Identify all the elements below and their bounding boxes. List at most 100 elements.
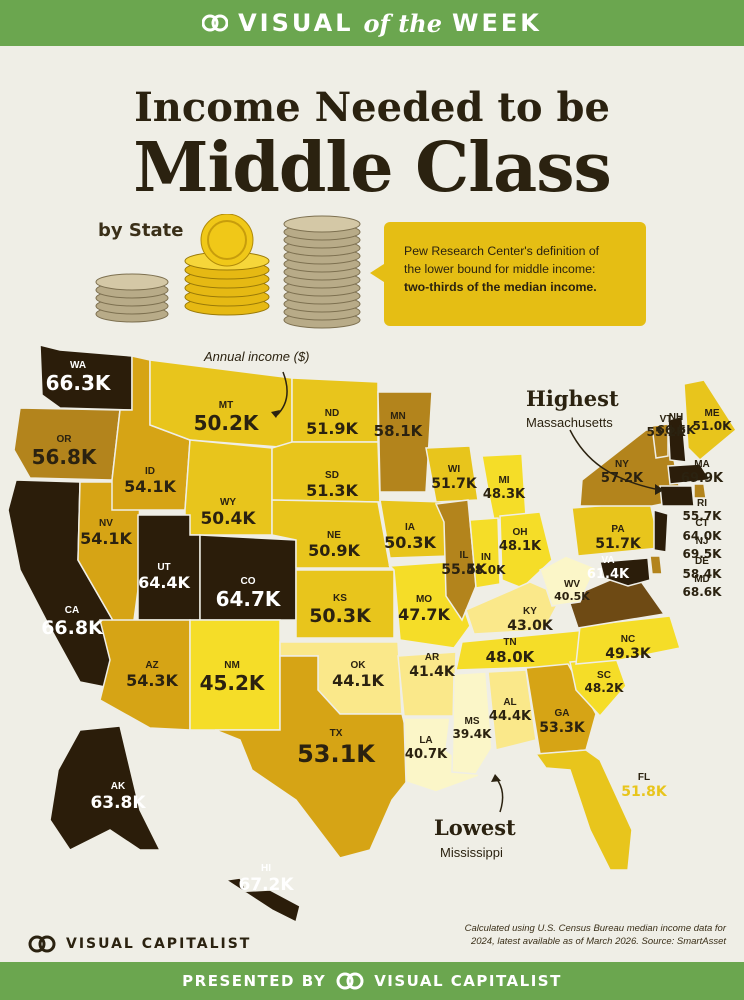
state-wv [539,555,598,607]
state-abbr-mi: MI [498,475,509,486]
highest-label: Highest [526,386,619,411]
state-ct [659,485,695,507]
state-abbr-ms: MS [465,716,480,727]
highest-arrowhead [655,484,664,495]
top-banner: VISUAL of the WEEK [0,0,744,46]
state-abbr-me: ME [705,408,720,419]
state-abbr-ct: CT [695,518,708,529]
state-value-ct: 64.0K [683,529,723,543]
state-abbr-nm: NM [224,660,240,671]
state-value-wy: 50.4K [200,509,256,529]
state-value-va: 61.4K [587,567,630,582]
state-abbr-mt: MT [219,400,233,411]
state-value-al: 44.4K [489,709,532,724]
state-value-me: 51.0K [693,419,733,433]
state-fl [534,749,633,871]
state-value-ga: 53.3K [539,720,586,736]
state-value-wi: 51.7K [431,476,478,492]
annual-income-arrow [275,371,288,417]
state-abbr-ok: OK [351,660,367,671]
state-value-wa: 66.3K [46,371,112,395]
state-abbr-ne: NE [327,530,341,541]
state-md [599,557,651,587]
coin-stack-tall [283,215,361,329]
state-wi [425,445,479,503]
state-value-sd: 51.3K [306,481,358,500]
state-abbr-al: AL [503,697,516,708]
state-value-mo: 47.7K [398,605,450,624]
title-line-2: Middle Class [133,128,612,208]
lowest-arrowhead [491,774,501,782]
highest-arrow [569,429,661,491]
state-value-mt: 50.2K [194,411,260,435]
state-al [487,669,537,751]
state-oh [499,511,553,589]
state-value-hi: 67.2K [238,875,294,895]
state-value-ut: 64.4K [138,573,190,592]
state-abbr-sc: SC [597,670,611,681]
state-abbr-il: IL [460,550,469,561]
state-abbr-ri: RI [697,498,707,509]
state-value-nv: 54.1K [80,529,132,548]
state-value-tx: 53.1K [297,740,376,768]
state-abbr-ca: CA [65,605,79,616]
state-abbr-ky: KY [523,606,537,617]
state-value-nc: 49.3K [605,646,652,662]
state-abbr-ut: UT [157,562,170,573]
state-abbr-co: CO [241,576,256,587]
state-abbr-va: VA [601,555,614,566]
state-labels: WA66.3KOR56.8KCA66.8KNV54.1KID54.1KMT50.… [32,360,733,895]
state-abbr-mo: MO [416,594,432,605]
state-value-nj: 69.5K [683,547,723,561]
banner-of-the: of the [363,8,443,38]
state-value-wv: 40.5K [554,590,590,603]
state-abbr-tn: TN [503,637,516,648]
footer-brand: VISUAL CAPITALIST [28,934,251,954]
definition-box: Pew Research Center's definition of the … [384,222,646,326]
banner-visual: VISUAL [238,9,354,37]
state-abbr-ar: AR [425,652,440,663]
visual-capitalist-logo-icon [28,935,56,953]
coin-stacks-illustration [95,214,361,329]
state-abbr-ma: MA [694,459,710,470]
state-abbr-wv: WV [564,579,580,590]
state-abbr-nc: NC [621,634,635,645]
annual-income-arrowhead [271,410,280,418]
lowest-label: Lowest [434,815,516,840]
coin-stack-small [95,273,169,323]
state-abbr-md: MD [694,574,710,585]
state-ak [49,725,162,851]
state-value-ia: 50.3K [384,533,436,552]
definition-line-2: the lower bound for middle income: [404,262,596,276]
annual-income-annotation: Annual income ($) [204,349,310,364]
state-nh [667,415,687,463]
state-de [649,555,663,575]
state-value-sc: 48.2K [585,681,625,695]
state-value-or: 56.8K [32,445,98,469]
state-value-ky: 43.0K [507,618,554,634]
state-ma [667,463,712,485]
state-abbr-fl: FL [638,772,650,783]
state-value-il: 55.5K [441,562,488,578]
state-abbr-ga: GA [555,708,570,719]
state-vt [651,423,669,459]
state-value-ma: 69.9K [681,471,724,486]
state-value-nm: 45.2K [200,671,266,695]
state-value-nh: 66.5K [657,423,697,437]
state-value-ks: 50.3K [309,605,372,627]
state-value-vt: 55.2K [647,425,687,439]
state-abbr-la: LA [419,735,432,746]
state-abbr-mn: MN [390,411,406,422]
state-value-mn: 58.1K [374,422,424,440]
state-abbr-oh: OH [513,527,528,538]
state-abbr-or: OR [57,434,73,445]
state-il [434,499,477,622]
state-abbr-wi: WI [448,464,460,475]
title-line-1: Income Needed to be [134,84,610,131]
state-in [469,517,501,589]
subtitle: by State [98,220,184,241]
state-mt [149,359,293,449]
source-line-2: 2024, latest available as of March 2026.… [470,936,726,947]
state-wy [184,439,273,536]
state-ri [693,483,707,499]
